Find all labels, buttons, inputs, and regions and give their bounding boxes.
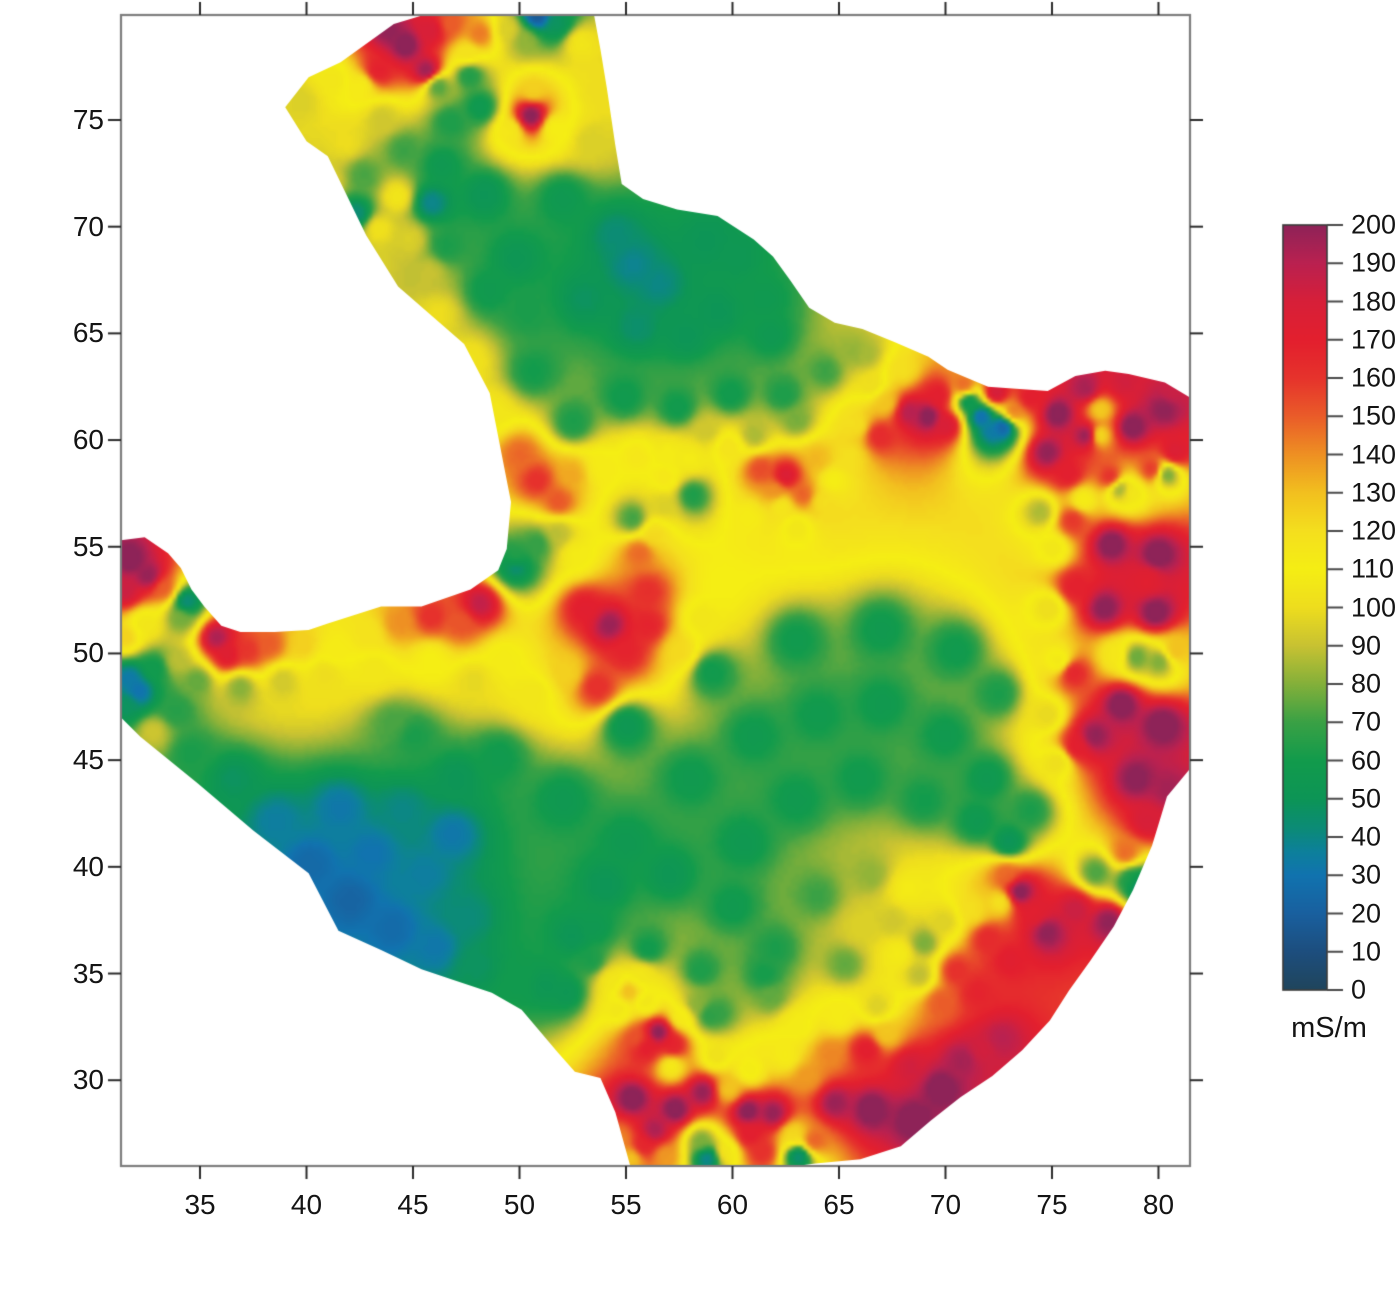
colorbar-unit-label: mS/m: [1291, 1012, 1367, 1044]
